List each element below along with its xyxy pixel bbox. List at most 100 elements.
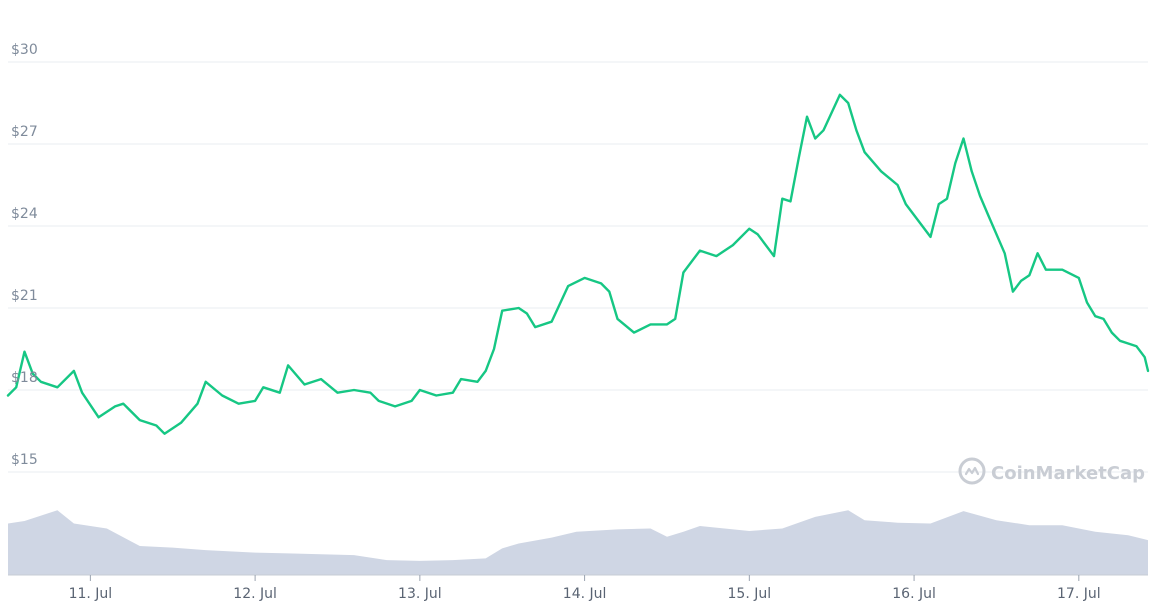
y-tick-label: $18 [11, 370, 38, 386]
price-point [163, 432, 166, 435]
price-point [773, 255, 775, 257]
price-point [419, 389, 421, 391]
price-series-line [6, 93, 1150, 435]
price-point [666, 323, 668, 326]
price-point [863, 151, 866, 153]
price-point [410, 400, 413, 402]
price-point [262, 386, 265, 389]
price-point [452, 391, 454, 394]
price-point [798, 156, 800, 159]
price-point [1111, 331, 1113, 334]
grid-lines [8, 61, 1148, 473]
price-point [748, 227, 751, 230]
price-point [97, 416, 100, 419]
y-tick-label: $21 [11, 288, 38, 304]
price-point [822, 129, 825, 132]
price-point [1119, 340, 1121, 342]
price-point [353, 389, 355, 391]
price-point [649, 323, 652, 326]
price-point [7, 394, 9, 397]
price-point [1102, 318, 1105, 320]
price-point [905, 203, 907, 205]
x-tick-label: 16. Jul [892, 586, 936, 602]
price-point [682, 271, 685, 274]
price-point [789, 200, 792, 203]
price-point [254, 400, 256, 402]
price-point [839, 94, 841, 96]
price-point [460, 378, 462, 380]
x-tick-label: 13. Jul [398, 586, 442, 602]
price-point [493, 348, 495, 350]
price-point [567, 285, 569, 287]
price-point [15, 386, 17, 389]
price-point [377, 400, 380, 402]
price-point [155, 424, 158, 427]
price-point [526, 312, 528, 315]
price-point [1086, 301, 1088, 304]
y-tick-label: $27 [11, 124, 38, 140]
y-tick-label: $30 [11, 42, 38, 58]
price-point [40, 381, 42, 383]
price-point [435, 394, 438, 397]
price-point [979, 195, 981, 197]
price-point [946, 197, 948, 200]
coinmarketcap-logo-icon [958, 457, 986, 485]
price-point [1028, 274, 1031, 277]
price-point [320, 378, 322, 380]
price-point [1020, 279, 1022, 282]
price-point [1003, 252, 1006, 255]
price-point [180, 422, 182, 424]
price-point [938, 203, 940, 205]
price-point [929, 236, 932, 238]
price-point [756, 233, 759, 235]
price-point [608, 290, 611, 293]
price-point [81, 391, 83, 394]
price-line-layer [6, 93, 1150, 435]
price-point [394, 405, 396, 408]
price-point [56, 386, 59, 389]
price-point [303, 383, 306, 386]
price-point [122, 402, 125, 405]
price-point [1135, 345, 1138, 348]
price-point [987, 214, 989, 216]
price-point [476, 381, 479, 383]
price-point [962, 137, 965, 140]
price-point [369, 391, 372, 394]
price-point [583, 277, 586, 279]
watermark: CoinMarketCap [958, 457, 1145, 485]
price-point [279, 391, 281, 394]
x-tick-label: 14. Jul [563, 586, 607, 602]
x-axis-ticks: 11. Jul 12. Jul 13. Jul 14. Jul 15. Jul 16. J… [8, 574, 1148, 602]
price-point [204, 381, 207, 383]
price-point [896, 184, 899, 186]
price-point [855, 129, 858, 132]
price-point [501, 309, 504, 312]
y-axis-ticks: $15 $18 $21 $24 $27 $30 [11, 42, 38, 468]
price-point [781, 197, 784, 200]
price-point [1147, 370, 1149, 372]
price-point [550, 320, 553, 323]
price-point [1143, 356, 1146, 359]
price-point [814, 137, 816, 140]
price-point [847, 102, 849, 104]
price-point [336, 391, 339, 394]
price-point [517, 307, 520, 309]
price-point [1036, 252, 1039, 255]
price-point [23, 350, 26, 353]
price-point [287, 364, 289, 367]
price-point [674, 318, 676, 320]
x-tick-label: 17. Jul [1057, 586, 1101, 602]
price-point [221, 394, 223, 397]
y-tick-label: $15 [11, 452, 38, 468]
price-point [139, 419, 141, 421]
y-tick-label: $24 [11, 206, 38, 222]
price-point [970, 170, 973, 173]
price-point [1094, 315, 1097, 318]
price-point [732, 244, 734, 246]
price-point [880, 170, 882, 173]
price-point [954, 162, 957, 164]
price-point [699, 249, 701, 252]
watermark-text: CoinMarketCap [991, 463, 1145, 484]
price-point [715, 255, 718, 257]
